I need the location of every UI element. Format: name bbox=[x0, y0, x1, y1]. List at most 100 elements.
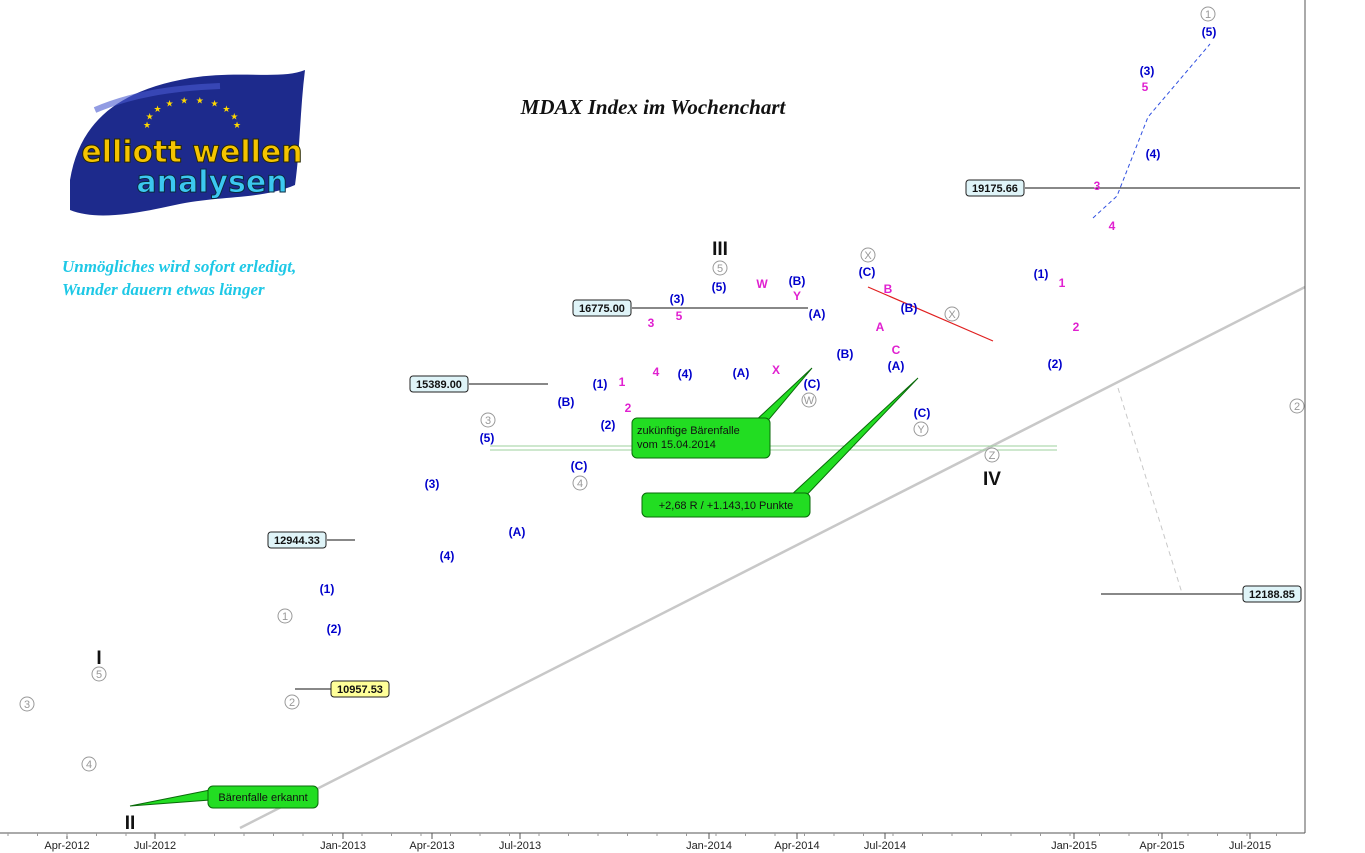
wave-label: (3) bbox=[425, 477, 440, 491]
wave-label: I bbox=[96, 648, 101, 669]
logo-star-icon: ★ bbox=[233, 120, 241, 130]
wave-label: 2 bbox=[1073, 320, 1080, 334]
wave-label: II bbox=[125, 813, 136, 834]
trendlines-layer bbox=[239, 43, 1306, 830]
projection-line bbox=[1092, 43, 1211, 219]
level-label: 12944.33 bbox=[274, 535, 320, 547]
wave-label: 3 bbox=[1094, 179, 1101, 193]
wave-label: 4 bbox=[653, 365, 660, 379]
x-tick-label: Jul-2012 bbox=[134, 840, 176, 852]
wave-label: (B) bbox=[558, 395, 575, 409]
wave-label: 3 bbox=[485, 415, 491, 427]
wave-label: 5 bbox=[717, 263, 723, 275]
wave-label: 4 bbox=[577, 478, 583, 490]
wave-label-circle bbox=[944, 306, 960, 322]
logo-star-icon: ★ bbox=[196, 95, 204, 105]
wave-label: (5) bbox=[1202, 25, 1217, 39]
wave-label: 5 bbox=[96, 669, 102, 681]
x-tick-label: Jan-2014 bbox=[686, 840, 732, 852]
wave-label: (1) bbox=[1034, 267, 1049, 281]
callout-baerenfalle-text: Bärenfalle erkannt bbox=[218, 792, 307, 804]
wave-label: (2) bbox=[601, 418, 616, 432]
logo-star-icon: ★ bbox=[222, 104, 230, 114]
callout-zukuenftig-box bbox=[631, 417, 771, 459]
subtitle-line-2: Wunder dauern etwas länger bbox=[62, 280, 265, 299]
wave-label: W bbox=[756, 277, 768, 291]
x-tick-label: Jul-2015 bbox=[1229, 840, 1271, 852]
level-box bbox=[409, 375, 469, 393]
wave-label: (4) bbox=[678, 367, 693, 381]
wave-label-circle bbox=[860, 247, 876, 263]
wave-label: 1 bbox=[619, 375, 626, 389]
wave-label-circle bbox=[81, 756, 97, 772]
wave-label: 3 bbox=[24, 699, 30, 711]
wave-label: (5) bbox=[480, 431, 495, 445]
level-box bbox=[572, 299, 632, 317]
wave-label: (A) bbox=[733, 366, 750, 380]
wave-label: 2 bbox=[289, 697, 295, 709]
logo-star-icon: ★ bbox=[146, 111, 154, 121]
x-tick-label: Jul-2013 bbox=[499, 840, 541, 852]
wave-label-circle bbox=[984, 447, 1000, 463]
logo-flag-shine bbox=[93, 83, 221, 113]
wave-label: (5) bbox=[712, 280, 727, 294]
level-label: 15389.00 bbox=[416, 379, 462, 391]
callout-baerenfalle-box bbox=[207, 785, 319, 809]
wave-label: (B) bbox=[789, 274, 806, 288]
wave-label: (B) bbox=[837, 347, 854, 361]
chart-title: MDAX Index im Wochenchart bbox=[520, 95, 787, 119]
wave-labels-layer: IIIIIIIV3451234512XWYXZ(1)(2)(3)(4)(5)(A… bbox=[19, 6, 1305, 834]
wave-label: A bbox=[876, 320, 885, 334]
level-box bbox=[267, 531, 327, 549]
wave-label-circle bbox=[801, 392, 817, 408]
callout-zukuenftig-line2: vom 15.04.2014 bbox=[637, 439, 716, 451]
logo-star-icon: ★ bbox=[210, 98, 218, 108]
wave-label: 4 bbox=[1109, 219, 1116, 233]
wave-label: (4) bbox=[440, 549, 455, 563]
wave-label: (1) bbox=[320, 582, 335, 596]
x-tick-label: Apr-2013 bbox=[409, 840, 454, 852]
level-label: 19175.66 bbox=[972, 183, 1018, 195]
wave-label: (4) bbox=[1146, 147, 1161, 161]
wave-label: 1 bbox=[1205, 9, 1211, 21]
level-label: 10957.53 bbox=[337, 684, 383, 696]
x-tick-label: Jan-2013 bbox=[320, 840, 366, 852]
level-box bbox=[1242, 585, 1302, 603]
resistance-line bbox=[867, 286, 994, 342]
logo-star-icon: ★ bbox=[153, 104, 161, 114]
wave-label: X bbox=[864, 250, 872, 262]
wave-label: (C) bbox=[914, 406, 931, 420]
wave-label-circle bbox=[19, 696, 35, 712]
logo-line2: analysen bbox=[136, 165, 287, 200]
callout-gewinn-box bbox=[641, 492, 811, 518]
callout-gewinn-text: +2,68 R / +1.143,10 Punkte bbox=[659, 500, 794, 512]
wave-label: 4 bbox=[86, 759, 92, 771]
logo-star-icon: ★ bbox=[180, 95, 188, 105]
wave-label: (2) bbox=[327, 622, 342, 636]
wave-label: 2 bbox=[625, 401, 632, 415]
wave-label-circle bbox=[284, 694, 300, 710]
x-tick-label: Apr-2014 bbox=[774, 840, 819, 852]
logo-star-icon: ★ bbox=[165, 98, 173, 108]
wave-label: (1) bbox=[593, 377, 608, 391]
wave-label: (C) bbox=[804, 377, 821, 391]
callouts-layer: Bärenfalle erkannt zukünftige Bärenfalle v… bbox=[129, 367, 919, 809]
wave-label-circle bbox=[712, 260, 728, 276]
subtitle-line-1: Unmögliches wird sofort erledigt, bbox=[62, 257, 296, 276]
logo-star-icon: ★ bbox=[230, 111, 238, 121]
wave-label: C bbox=[892, 343, 901, 357]
wave-label-circle bbox=[277, 608, 293, 624]
price-levels-layer: 16775.00 15389.00 12944.33 10957.53 19175.66… bbox=[267, 179, 1302, 698]
wave-label: (C) bbox=[571, 459, 588, 473]
wave-label: (A) bbox=[888, 359, 905, 373]
wave-label: 5 bbox=[676, 309, 683, 323]
wave-label: (3) bbox=[670, 292, 685, 306]
wave-label-circle bbox=[572, 475, 588, 491]
level-box bbox=[965, 179, 1025, 197]
x-tick-label: Jan-2015 bbox=[1051, 840, 1097, 852]
wave-label: 2 bbox=[1294, 401, 1300, 413]
wave-label-circle bbox=[1200, 6, 1216, 22]
wave-label: Z bbox=[989, 450, 996, 462]
wave-label: 1 bbox=[282, 611, 288, 623]
